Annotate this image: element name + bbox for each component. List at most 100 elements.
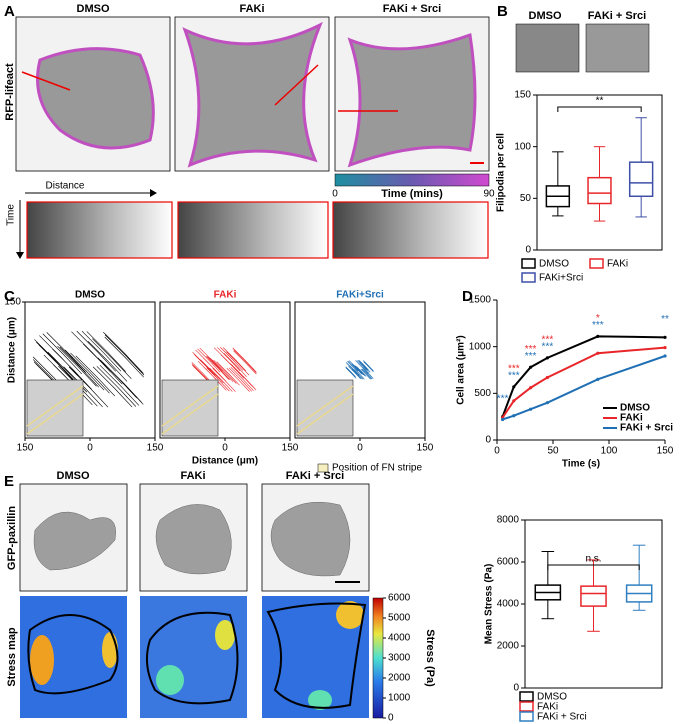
legend-swatch: [521, 258, 536, 269]
panel-title: DMSO: [75, 290, 105, 301]
legend-swatch: [519, 701, 534, 712]
annotation: ***: [542, 342, 554, 353]
y-tick-label: 0: [525, 245, 531, 256]
significance-label: n.s.: [585, 554, 601, 565]
panel-label: A: [4, 3, 15, 20]
point: [545, 401, 550, 405]
colorbar-tick: 0: [332, 189, 338, 200]
y-tick-label: 0: [513, 683, 519, 694]
legend-label: Position of FN stripe: [332, 463, 422, 474]
x-tick-label: 150: [17, 443, 34, 454]
trajectories: [345, 360, 374, 380]
y-tick-label: 0: [485, 435, 491, 446]
x-tick-label: 0: [494, 446, 500, 457]
annotation: ***: [525, 351, 537, 362]
y-tick-label: 500: [474, 388, 491, 399]
y-tick-label: 4000: [497, 599, 520, 610]
y-tick-label: 100: [514, 141, 531, 152]
legend-label: FAKi+Srci: [539, 273, 583, 284]
panel-label: B: [497, 3, 508, 20]
legend-label: DMSO: [539, 259, 569, 270]
x-tick-label: 0: [357, 443, 363, 454]
legend-swatch: [519, 711, 534, 722]
fn-stripe: [26, 385, 84, 435]
colorbar-tick-label: 1000: [388, 693, 411, 704]
significance-bracket: [557, 106, 642, 112]
panel-title: FAKi+Srci: [336, 290, 384, 301]
series-line: [501, 346, 666, 419]
image: [515, 23, 580, 73]
fn-stripe: [296, 385, 354, 435]
legend-label: FAKi: [607, 259, 628, 270]
point: [596, 334, 600, 338]
colorbar-tick-label: 2000: [388, 673, 411, 684]
significance-label: **: [596, 96, 604, 107]
legend-label: FAKi + Srci: [537, 712, 587, 723]
y-tick-label: 150: [514, 90, 531, 101]
point: [596, 351, 600, 355]
point: [512, 399, 516, 403]
x-tick-label: 50: [547, 446, 559, 457]
paxillin-images: [19, 483, 370, 592]
trajectories: [191, 347, 257, 392]
y-tick-label: 50: [520, 193, 532, 204]
colorbar-tick-label: 4000: [388, 633, 411, 644]
y-axis-label: Distance (μm): [7, 317, 18, 383]
colorbar-tick-label: 5000: [388, 613, 411, 624]
point: [512, 385, 516, 389]
series-line: [501, 335, 666, 418]
legend-label: DMSO: [537, 692, 567, 703]
box: [580, 585, 607, 607]
colorbar-label: Stress (Pa): [424, 629, 436, 687]
legend-label: FAKi + Srci: [620, 423, 673, 434]
y-tick-label: 2000: [497, 641, 520, 652]
plot-frame: [524, 519, 663, 689]
point: [663, 335, 667, 339]
point: [545, 375, 550, 380]
point: [512, 414, 516, 418]
point: [529, 407, 533, 411]
axis-label: Time: [6, 204, 17, 226]
x-tick-label: 150: [417, 443, 434, 454]
image: [585, 23, 650, 73]
annotation: *: [596, 313, 600, 324]
axis-label: Distance: [46, 181, 85, 192]
panel-label: C: [4, 288, 15, 305]
legend-swatch: [519, 691, 534, 702]
panel-title: FAKi: [214, 290, 237, 301]
annotation: ***: [497, 393, 509, 404]
colorbar: [372, 597, 384, 719]
x-tick-label: 100: [601, 446, 618, 457]
significance-bracket: [547, 564, 640, 570]
stress-maps: [20, 596, 369, 718]
plot-frame: [536, 94, 663, 251]
header: DMSO: [77, 3, 110, 15]
colorbar-tick-label: 0: [388, 713, 394, 724]
box: [628, 161, 654, 198]
point: [545, 356, 550, 360]
x-axis-label: Distance (μm): [192, 456, 258, 467]
annotation: **: [661, 314, 669, 325]
x-tick-label: 0: [222, 443, 228, 454]
y-tick-label: 1500: [469, 295, 492, 306]
colorbar-label: Time (mins): [381, 188, 443, 200]
x-tick-label: 150: [282, 443, 299, 454]
row-label: GFP-paxillin: [6, 506, 18, 570]
kymographs: [26, 201, 489, 259]
point: [596, 377, 600, 381]
annotation: ***: [508, 370, 520, 381]
point: [501, 417, 505, 422]
series-line: [502, 355, 666, 421]
colorbar-tick-label: 3000: [388, 653, 411, 664]
row-label: RFP-lifeact: [4, 63, 16, 121]
annotation: ***: [592, 320, 604, 331]
header: FAKi + Srci: [383, 3, 441, 15]
y-axis-label: Mean Stress (Pa): [484, 564, 495, 645]
x-tick-label: 0: [87, 443, 93, 454]
image-row: [15, 16, 490, 172]
header: DMSO: [57, 470, 90, 482]
panel-label: D: [462, 288, 473, 305]
colorbar: [334, 173, 490, 187]
annotation: ***: [508, 363, 520, 374]
